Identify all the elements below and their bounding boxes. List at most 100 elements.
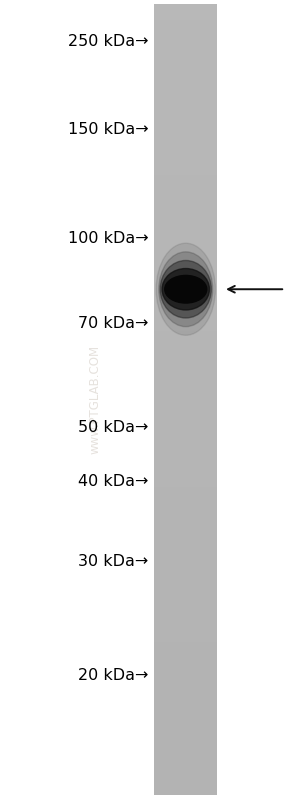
Bar bbox=[154, 265, 217, 268]
Bar bbox=[154, 497, 217, 499]
Bar bbox=[154, 653, 217, 655]
Bar bbox=[154, 491, 217, 495]
Bar bbox=[154, 215, 217, 217]
Bar bbox=[154, 489, 217, 491]
Bar bbox=[154, 54, 217, 57]
Bar bbox=[154, 368, 217, 371]
Bar bbox=[154, 397, 217, 400]
Bar bbox=[154, 389, 217, 392]
Bar bbox=[154, 138, 217, 141]
Bar bbox=[154, 781, 217, 785]
Bar bbox=[154, 769, 217, 771]
Bar bbox=[154, 352, 217, 355]
Bar bbox=[154, 288, 217, 292]
Bar bbox=[154, 666, 217, 669]
Bar bbox=[154, 107, 217, 109]
Bar bbox=[154, 479, 217, 481]
Bar bbox=[154, 347, 217, 349]
Bar bbox=[154, 526, 217, 529]
Bar bbox=[154, 436, 217, 439]
Bar bbox=[154, 85, 217, 89]
Bar bbox=[154, 537, 217, 539]
Bar bbox=[154, 645, 217, 647]
Bar bbox=[154, 539, 217, 542]
Bar bbox=[154, 721, 217, 724]
Bar bbox=[154, 402, 217, 405]
Bar bbox=[154, 732, 217, 734]
Bar bbox=[154, 706, 217, 708]
Bar bbox=[154, 331, 217, 334]
Bar bbox=[154, 49, 217, 51]
Bar bbox=[154, 59, 217, 62]
Bar bbox=[154, 41, 217, 43]
Bar bbox=[154, 534, 217, 537]
Bar bbox=[154, 284, 217, 286]
Bar bbox=[154, 326, 217, 328]
Bar bbox=[154, 745, 217, 748]
Bar bbox=[154, 363, 217, 365]
Bar bbox=[154, 244, 217, 247]
Bar bbox=[154, 344, 217, 347]
Bar bbox=[154, 149, 217, 152]
Bar bbox=[154, 146, 217, 149]
Bar bbox=[154, 618, 217, 621]
Bar bbox=[154, 578, 217, 582]
Bar bbox=[154, 639, 217, 642]
Bar bbox=[154, 729, 217, 732]
Bar bbox=[154, 304, 217, 308]
Bar bbox=[154, 252, 217, 254]
Bar bbox=[154, 115, 217, 117]
Bar bbox=[154, 278, 217, 281]
Bar bbox=[154, 542, 217, 545]
Bar bbox=[154, 679, 217, 682]
Bar bbox=[154, 154, 217, 157]
Bar bbox=[154, 10, 217, 12]
Bar bbox=[154, 33, 217, 36]
Bar bbox=[154, 392, 217, 394]
Bar bbox=[154, 570, 217, 574]
Bar bbox=[154, 695, 217, 698]
Bar bbox=[154, 62, 217, 65]
Bar bbox=[154, 357, 217, 360]
Bar bbox=[154, 70, 217, 73]
Bar bbox=[154, 141, 217, 144]
Ellipse shape bbox=[156, 243, 215, 336]
Bar bbox=[154, 682, 217, 684]
Bar bbox=[154, 616, 217, 618]
Bar bbox=[154, 78, 217, 81]
Bar bbox=[154, 233, 217, 236]
Bar bbox=[154, 73, 217, 75]
Bar bbox=[154, 523, 217, 526]
Bar bbox=[154, 552, 217, 555]
Ellipse shape bbox=[162, 268, 209, 310]
Bar bbox=[154, 714, 217, 716]
Bar bbox=[154, 28, 217, 30]
Bar bbox=[154, 394, 217, 397]
Bar bbox=[154, 785, 217, 787]
Bar bbox=[154, 99, 217, 101]
Bar bbox=[154, 481, 217, 484]
Bar bbox=[154, 249, 217, 252]
Ellipse shape bbox=[159, 252, 213, 327]
Bar bbox=[154, 708, 217, 710]
Bar bbox=[154, 740, 217, 742]
Bar bbox=[154, 323, 217, 326]
Bar bbox=[154, 381, 217, 384]
Bar bbox=[154, 750, 217, 753]
Bar bbox=[154, 779, 217, 781]
Bar bbox=[154, 623, 217, 626]
Bar bbox=[154, 125, 217, 128]
Bar bbox=[154, 239, 217, 241]
Bar bbox=[154, 205, 217, 207]
Bar bbox=[154, 499, 217, 503]
Bar bbox=[154, 387, 217, 389]
Bar bbox=[154, 194, 217, 197]
Bar bbox=[154, 128, 217, 130]
Bar bbox=[154, 558, 217, 560]
Bar bbox=[154, 505, 217, 507]
Bar bbox=[154, 101, 217, 104]
Bar bbox=[154, 511, 217, 513]
Bar bbox=[154, 231, 217, 233]
Bar bbox=[154, 476, 217, 479]
Bar bbox=[154, 302, 217, 304]
